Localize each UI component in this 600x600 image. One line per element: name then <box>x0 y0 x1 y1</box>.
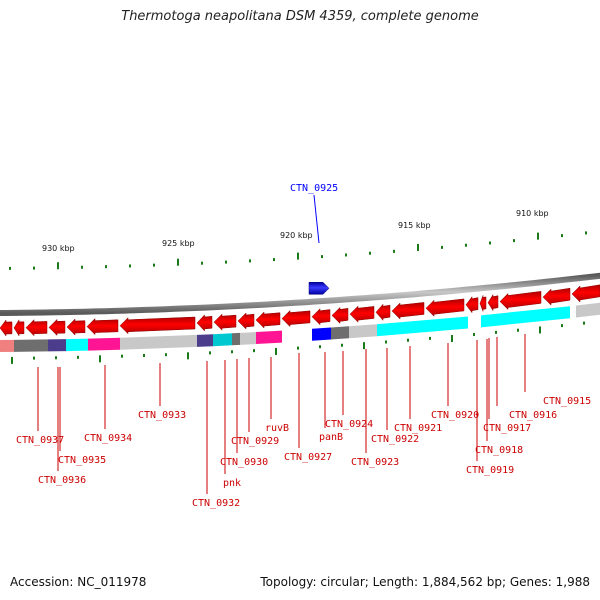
gene-arrow <box>25 319 48 337</box>
gene-label: CTN_0923 <box>351 457 399 468</box>
genome-backbone <box>0 272 600 316</box>
feature-block <box>213 333 232 347</box>
gene-label: CTN_0932 <box>192 498 240 509</box>
gene-arrow <box>487 293 499 312</box>
gene-arrow <box>0 319 13 337</box>
gene-arrow <box>331 306 349 325</box>
gene-arrow <box>571 284 600 303</box>
gene-arrow <box>213 313 237 331</box>
feature-block <box>14 339 48 352</box>
gene-label: CTN_0937 <box>16 435 64 446</box>
gene-arrow <box>237 312 255 330</box>
gene-arrow <box>542 287 571 306</box>
scale-label: 930 kbp <box>42 244 75 253</box>
gene-arrow <box>479 295 487 312</box>
gene-arrow <box>66 318 86 336</box>
gene-label: CTN_0935 <box>58 455 106 466</box>
backbone-line <box>0 272 600 316</box>
feature-block <box>256 330 282 345</box>
gene-label: CTN_0934 <box>84 433 132 444</box>
gene-arrow <box>465 295 479 314</box>
gene-label: pnk <box>223 478 241 489</box>
feature-block <box>48 339 66 352</box>
gene-arrow <box>255 311 281 329</box>
gene-label: CTN_0930 <box>220 457 268 468</box>
gene-label: CTN_0924 <box>325 419 373 430</box>
gene-label: CTN_0936 <box>38 475 86 486</box>
gene-arrow <box>48 318 66 336</box>
feature-track <box>0 302 600 352</box>
gene-label: CTN_0933 <box>138 410 186 421</box>
feature-block <box>312 327 331 341</box>
feature-block <box>197 334 213 347</box>
feature-block <box>0 339 14 352</box>
topology-label: Topology: circular; Length: 1,884,562 bp… <box>260 575 590 589</box>
gene-arrow <box>196 314 213 332</box>
gene-label: CTN_0917 <box>483 423 531 434</box>
gene-arrow <box>281 309 311 328</box>
gene-label: CTN_0918 <box>475 445 523 456</box>
feature-block <box>377 316 468 337</box>
gene-arrow <box>349 305 375 323</box>
gene-label: CTN_0916 <box>509 410 557 421</box>
gene-arrow <box>311 308 331 326</box>
scale-label: 925 kbp <box>162 239 195 248</box>
gene-arrow <box>375 303 391 321</box>
gene-label: CTN_0920 <box>431 410 479 421</box>
gene-label: CTN_0927 <box>284 452 332 463</box>
accession-label: Accession: NC_011978 <box>10 575 147 589</box>
gene-arrow <box>119 316 196 335</box>
map-title: Thermotoga neapolitana DSM 4359, complet… <box>121 9 479 24</box>
gene-arrow <box>391 302 425 320</box>
gene-arrow <box>499 291 542 311</box>
scale-label: 920 kbp <box>280 231 313 240</box>
feature-block <box>66 338 88 352</box>
gene-label: CTN_0921 <box>394 423 442 434</box>
gene-track <box>0 282 600 337</box>
gene-label: CTN_0929 <box>231 436 279 447</box>
scale-label: 915 kbp <box>398 221 431 230</box>
leader-line <box>313 194 320 244</box>
gene-label: panB <box>319 432 343 443</box>
feature-block <box>240 332 256 345</box>
gene-label: CTN_0922 <box>371 434 419 445</box>
feature-block <box>232 332 240 346</box>
feature-block <box>576 302 600 318</box>
feature-block <box>120 334 197 350</box>
gene-label: CTN_0915 <box>543 396 591 407</box>
feature-block <box>331 326 349 340</box>
feature-block <box>88 337 120 351</box>
gene-label-ctn-0925: CTN_0925 <box>290 183 338 194</box>
gene-arrow <box>13 318 25 337</box>
gene-label: CTN_0919 <box>466 465 514 476</box>
gene-arrow <box>86 318 119 336</box>
scale-label: 910 kbp <box>516 209 549 218</box>
gene-arrow <box>425 298 465 317</box>
tick-marks <box>9 231 587 364</box>
gene-label: ruvB <box>265 423 289 434</box>
feature-block <box>481 306 570 328</box>
blue-gene-arrow <box>308 282 330 295</box>
gene-labels: CTN_0925 CTN_0937 CTN_0936 CTN_0935 CTN_0934… <box>16 183 591 509</box>
feature-block <box>349 324 377 339</box>
scale-labels: 930 kbp 925 kbp 920 kbp 915 kbp 910 kbp <box>42 209 549 253</box>
